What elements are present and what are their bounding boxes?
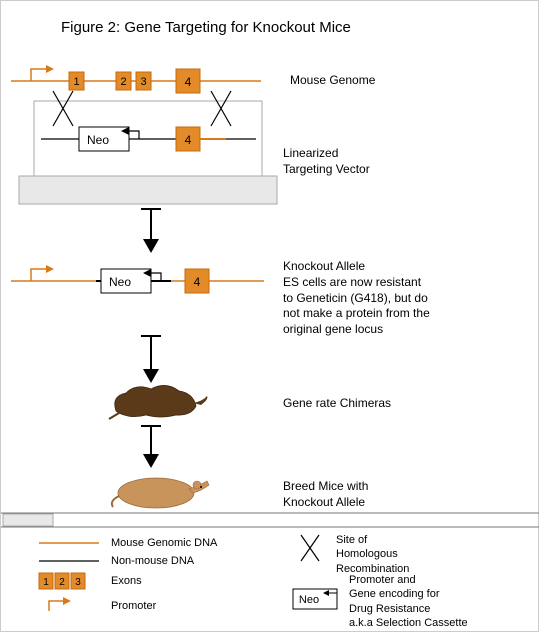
label-breed: Breed Mice with Knockout Allele [283, 479, 368, 510]
label-chimeras: Gene rate Chimeras [283, 396, 391, 412]
label-mouse-genome: Mouse Genome [290, 73, 375, 89]
label-knockout-allele: Knockout Allele [283, 259, 365, 275]
exon4-text: 4 [185, 75, 192, 89]
legend-promoter: Promoter [111, 599, 156, 613]
chimera-mouse-icon [109, 385, 207, 419]
neo1-text: Neo [87, 133, 109, 147]
neo2-text: Neo [109, 275, 131, 289]
exon4v-text: 4 [185, 133, 192, 147]
knockout-mouse-icon [112, 478, 209, 508]
leg-ex1: 1 [43, 577, 49, 588]
exon2-text: 2 [120, 76, 126, 88]
legend-non-mouse: Non-mouse DNA [111, 554, 194, 568]
label-targeting-vector: Linearized Targeting Vector [283, 146, 370, 177]
leg-ex3: 3 [75, 577, 81, 588]
figure-container: Figure 2: Gene Targeting for Knockout Mi… [0, 0, 539, 632]
leg-ex2: 2 [59, 577, 65, 588]
leg-neo: Neo [299, 594, 319, 606]
legend-recomb: Site of Homologous Recombination [336, 533, 409, 576]
legend-mouse-dna: Mouse Genomic DNA [111, 536, 217, 550]
legend-exons: Exons [111, 574, 142, 588]
diagram-svg: 1 2 3 4 Neo 4 [1, 1, 539, 633]
legend-neo-cassette: Promoter and Gene encoding for Drug Resi… [349, 573, 468, 630]
exon1-text: 1 [73, 76, 79, 88]
exon3-text: 3 [140, 76, 146, 88]
exon4k-text: 4 [194, 275, 201, 289]
label-knockout-desc: ES cells are now resistant to Geneticin … [283, 275, 430, 337]
